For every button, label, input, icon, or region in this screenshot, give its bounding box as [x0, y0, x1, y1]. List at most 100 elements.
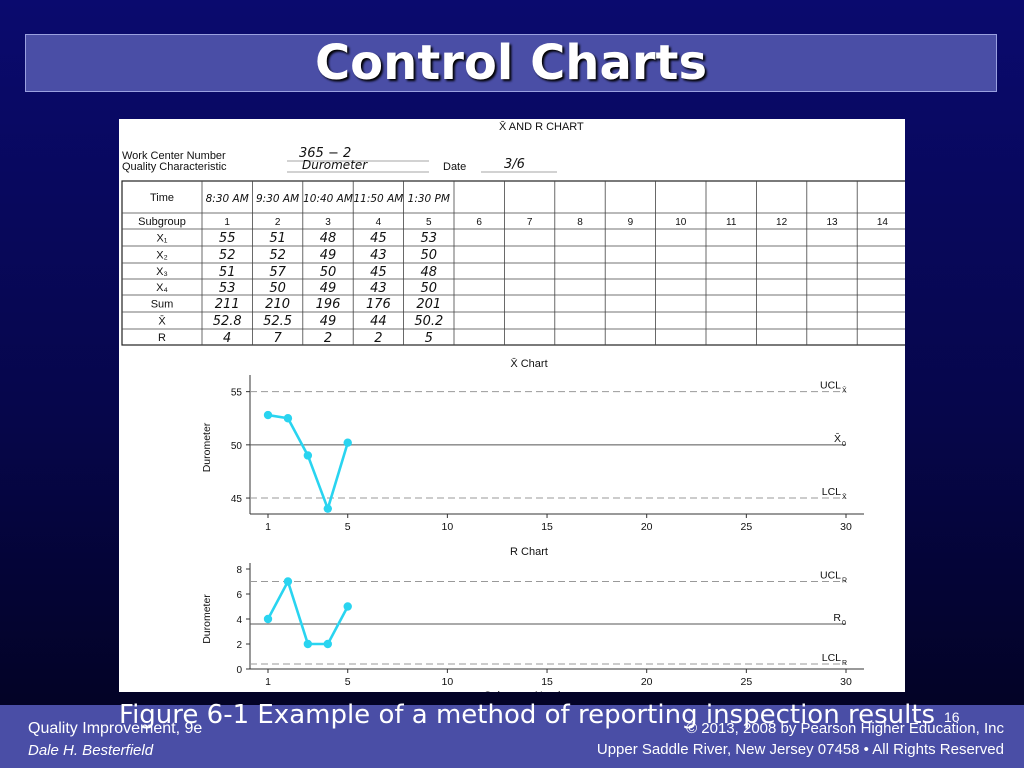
table-value-cell: 43 — [370, 281, 387, 296]
chart-x-tick-label: 10 — [442, 676, 454, 688]
table-value-cell: 50.2 — [414, 314, 443, 329]
table-value-cell: 45 — [370, 265, 387, 280]
chart-x-tick-label: 15 — [541, 521, 553, 533]
table-time-cell: 1:30 PM — [408, 193, 450, 205]
table-value-cell: 2 — [374, 331, 382, 346]
chart-x-tick-label: 20 — [641, 676, 653, 688]
table-row-label: Time — [150, 192, 174, 204]
table-value-cell: 45 — [370, 231, 387, 246]
series-line — [267, 413, 349, 510]
chart-title: X̄ Chart — [510, 357, 547, 370]
table-row-label: Subgroup — [138, 216, 186, 228]
table-subgroup-cell: 3 — [325, 217, 331, 228]
figure: X̄ AND R CHART Work Center Number 365 − … — [119, 119, 905, 692]
chart-title: R Chart — [510, 546, 548, 558]
chart-x-tick-label: 1 — [265, 676, 271, 688]
chart-x-tick-label: 25 — [741, 521, 753, 533]
table-value-cell: 51 — [219, 265, 236, 280]
control-line-label: UCL — [820, 570, 841, 582]
table-subgroup-cell: 2 — [275, 217, 281, 228]
control-line-label: X̄ — [834, 432, 841, 445]
table-value-cell: 48 — [421, 265, 438, 280]
data-point — [323, 504, 332, 513]
data-point — [263, 410, 273, 420]
table-row-label: X₁ — [156, 233, 167, 245]
table-value-cell: 52.5 — [263, 314, 292, 329]
control-line-subscript: 0 — [842, 620, 846, 627]
table-value-cell: 49 — [320, 281, 337, 296]
chart-y-tick-label: 50 — [231, 441, 243, 452]
table-value-cell: 7 — [273, 331, 282, 346]
control-line-label: UCL — [820, 380, 841, 392]
table-subgroup-cell: 6 — [476, 217, 482, 228]
chart-y-tick-label: 0 — [236, 665, 242, 676]
table-value-cell: 53 — [219, 281, 236, 296]
control-line-subscript: R — [842, 578, 847, 585]
table-row-label: X̄ — [158, 315, 166, 328]
data-point — [303, 639, 313, 649]
chart-x-tick-label: 10 — [442, 521, 454, 533]
control-line-subscript: X̄ — [842, 387, 847, 395]
table-value-cell: 48 — [320, 231, 337, 246]
figure-svg: X̄ AND R CHART Work Center Number 365 − … — [121, 120, 905, 692]
data-point — [343, 602, 352, 611]
quality-label: Quality Characteristic — [122, 161, 227, 173]
table-subgroup-cell: 5 — [426, 217, 432, 228]
table-value-cell: 201 — [416, 297, 441, 312]
table-subgroup-cell: 13 — [826, 217, 838, 228]
chart-x-tick-label: 20 — [641, 521, 653, 533]
chart-y-label: Durometer — [201, 422, 213, 472]
table-row-label: R — [158, 332, 166, 344]
table-value-cell: 57 — [269, 265, 286, 280]
table-time-cell: 8:30 AM — [206, 193, 249, 205]
data-point — [263, 614, 273, 624]
table-subgroup-cell: 12 — [776, 217, 788, 228]
chart-y-tick-label: 8 — [236, 565, 242, 576]
table-value-cell: 196 — [316, 297, 341, 312]
table-subgroup-cell: 14 — [877, 217, 889, 228]
control-line-label: LCL — [822, 486, 841, 498]
title-bar: Control Charts — [25, 34, 997, 92]
table-row-label: X₂ — [156, 250, 168, 262]
table-value-cell: 5 — [425, 331, 433, 346]
table-subgroup-cell: 10 — [675, 217, 687, 228]
control-line-subscript: 0 — [842, 441, 846, 448]
work-center-value: 365 − 2 — [299, 146, 351, 161]
table-value-cell: 51 — [269, 231, 286, 246]
data-point — [283, 577, 293, 586]
date-value: 3/6 — [504, 157, 525, 172]
table-row-label: X₃ — [156, 266, 168, 278]
work-center-label: Work Center Number — [122, 150, 226, 162]
data-point — [283, 414, 293, 423]
table-value-cell: 49 — [320, 314, 337, 329]
table-value-cell: 4 — [223, 331, 231, 346]
control-line-label: R — [833, 612, 841, 624]
data-point — [323, 639, 332, 649]
slide-title: Control Charts — [314, 35, 708, 91]
table-value-cell: 55 — [219, 231, 236, 246]
footer-copyright: © 2013, 2008 by Pearson Higher Education… — [686, 720, 1004, 737]
data-table: Time Subgroup X₁ X₂ X₃ X₄ Sum X̄ R 8:30 AM 9:30 AM… — [121, 180, 905, 346]
table-subgroup-cell: 11 — [726, 217, 737, 228]
chart-y-tick-label: 6 — [236, 590, 242, 601]
control-line-subscript: X̄ — [842, 493, 847, 501]
chart-x-tick-label: 15 — [541, 676, 553, 688]
footer-address: Upper Saddle River, New Jersey 07458 • A… — [596, 741, 1004, 758]
data-point — [343, 438, 352, 447]
table-subgroup-cell: 7 — [527, 217, 533, 228]
control-line-label: LCL — [822, 652, 841, 664]
chart-x-tick-label: 5 — [345, 676, 351, 688]
table-value-cell: 52 — [219, 248, 236, 263]
table-value-cell: 176 — [366, 297, 391, 312]
footer-bar — [0, 705, 1024, 768]
table-value-cell: 43 — [370, 248, 387, 263]
chart-x-tick-label: 30 — [840, 676, 852, 688]
table-subgroup-cell: 8 — [577, 217, 583, 228]
chart-x-tick-label: 25 — [741, 676, 753, 688]
control-line-subscript: R — [842, 660, 847, 667]
date-label: Date — [443, 161, 466, 173]
footer-author: Dale H. Besterfield — [28, 742, 154, 759]
chart-y-tick-label: 45 — [231, 494, 243, 505]
